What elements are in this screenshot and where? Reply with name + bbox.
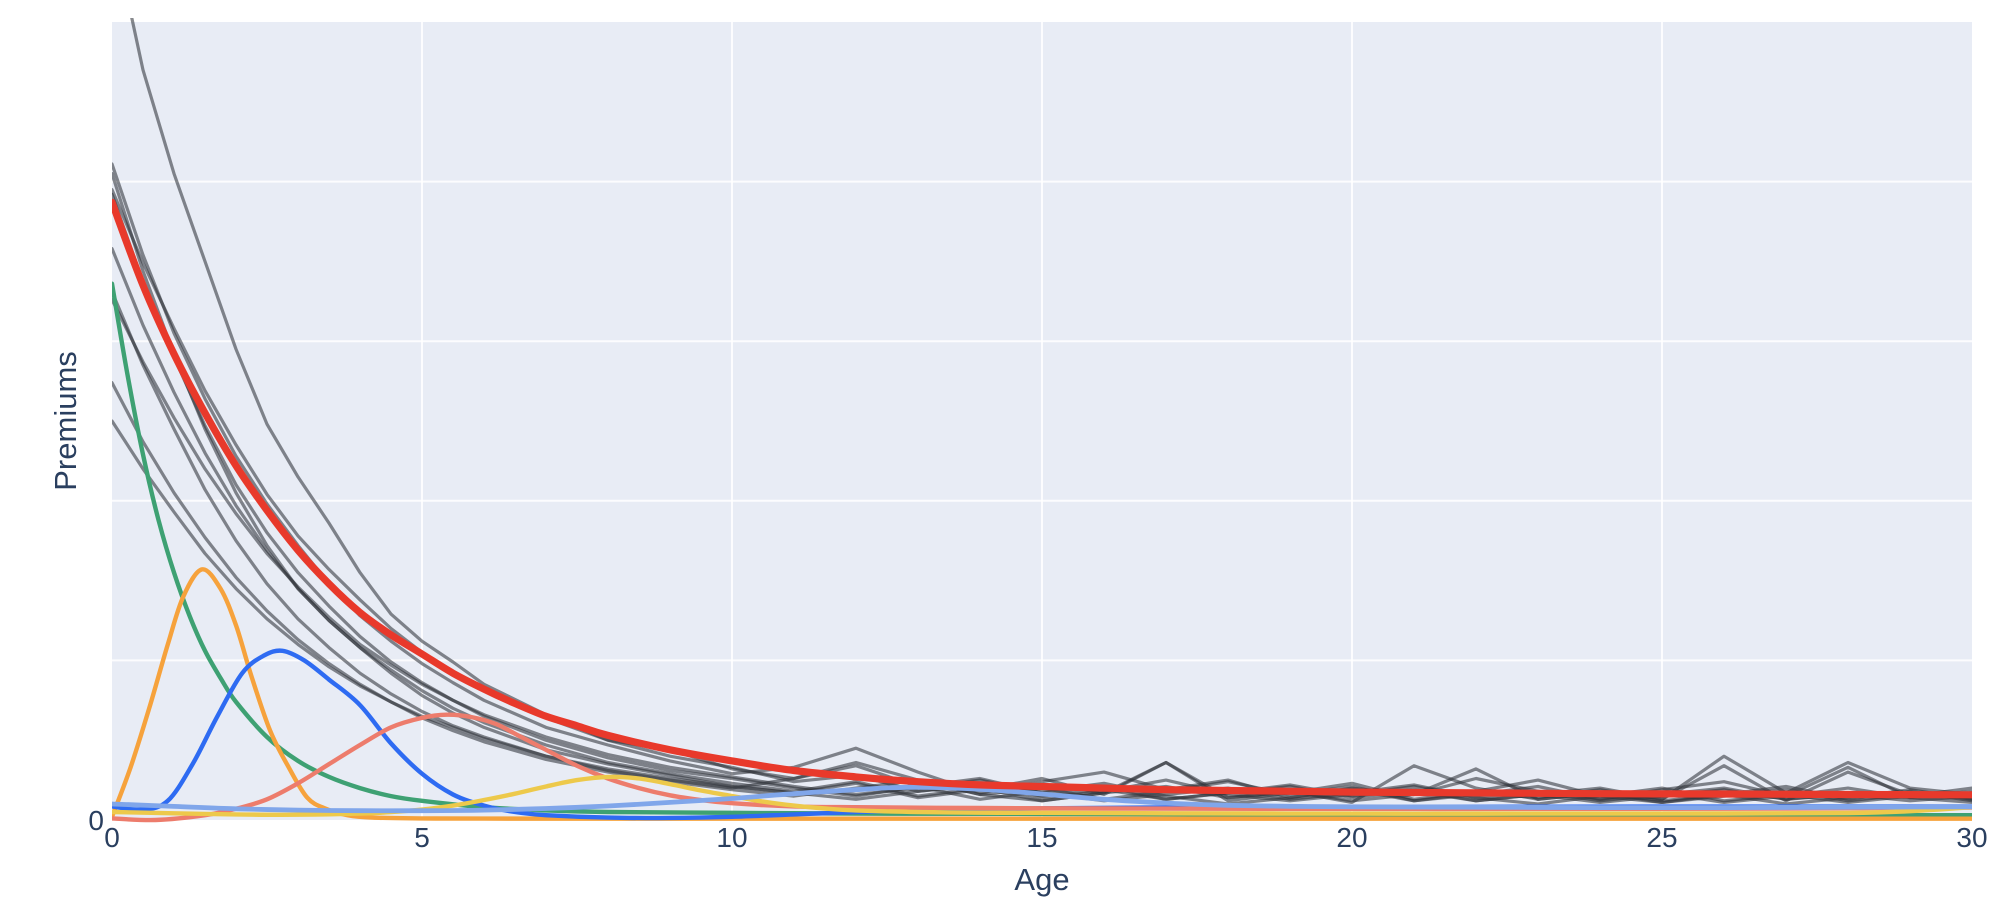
series-premium-path-10: [112, 419, 1972, 804]
y-axis-zero-tick-label: 0: [88, 805, 104, 836]
series-lines: [112, 18, 1972, 823]
x-tick-label-20: 20: [1336, 822, 1367, 853]
series-component-orange: [112, 567, 1972, 821]
x-axis-title: Age: [1014, 862, 1069, 897]
x-tick-label-15: 15: [1026, 822, 1057, 853]
y-axis-title: Premiums: [48, 351, 83, 491]
x-tick-label-30: 30: [1956, 822, 1987, 853]
series-premium-path-4: [112, 188, 1972, 803]
x-tick-label-10: 10: [716, 822, 747, 853]
x-axis-tick-labels: 0 5 10 15 20 25 30: [104, 822, 1987, 853]
x-tick-label-5: 5: [414, 822, 430, 853]
gridlines: [112, 22, 1972, 820]
series-component-cornflower: [112, 784, 1972, 814]
x-tick-label-25: 25: [1646, 822, 1677, 853]
series-fitted-mean-red: [112, 198, 1972, 799]
series-premium-path-8: [112, 298, 1972, 804]
x-tick-label-0: 0: [104, 822, 120, 853]
